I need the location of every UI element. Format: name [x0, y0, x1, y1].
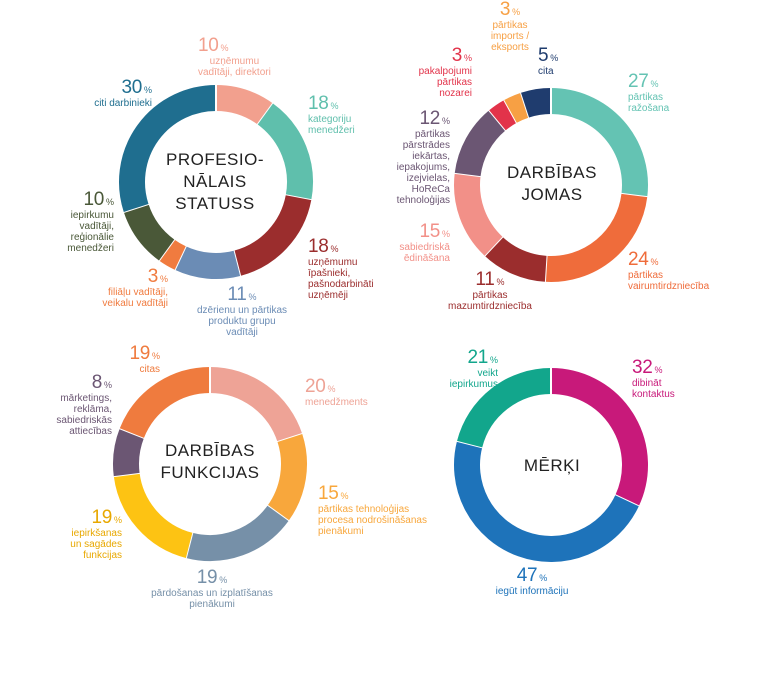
donut-2-slice-5 — [454, 110, 507, 177]
label-c3-s0: 20% menedžments — [305, 376, 368, 408]
donut-1-slice-5 — [158, 239, 187, 270]
label-c3-s3: 19% iepirkšanas un sagādes funkcijas — [70, 507, 122, 561]
donut-3-slice-3 — [185, 505, 289, 561]
donut-3-slice-1 — [209, 367, 303, 443]
label-c4-s2: 21% veikt iepirkumus — [449, 347, 498, 390]
label-c2-s0: 27% pārtikas ražošana — [628, 71, 670, 114]
chart-4-title: MĒRĶI — [523, 456, 581, 475]
donut-1-slice-2 — [257, 103, 313, 201]
donut-3-slice-5 — [113, 428, 145, 477]
donut-1-slice-7 — [119, 85, 217, 212]
donut-4-slice-1 — [550, 368, 648, 507]
donut-2-slice-8 — [521, 88, 552, 118]
label-c2-s7: 5% cita — [538, 45, 559, 77]
donut-2-slice-4 — [454, 172, 503, 256]
label-c2-s5: 3% pakalpojumi pārtikas nozarei — [418, 45, 472, 99]
chart-2-title: DARBĪBAS JOMAS — [507, 163, 597, 204]
label-c1-s4: 3% filiāļu vadītāji, veikalu vadītāji — [102, 266, 168, 309]
label-c2-s6: 3% pārtikas imports / eksports — [490, 0, 530, 53]
donut-2-slice-1 — [550, 88, 648, 198]
donut-2-slice-7 — [504, 92, 530, 123]
donut-4-slice-2 — [454, 440, 639, 562]
donut-4-slice-3 — [457, 368, 552, 448]
label-c2-s1: 24% pārtikas vairumtirdzniecība — [628, 249, 710, 292]
donut-3-slice-4 — [113, 472, 193, 558]
donut-2-slice-3 — [484, 236, 548, 282]
label-c1-s0: 10% uzņēmumu vadītāji, direktori — [198, 35, 271, 78]
donut-2-slice-6 — [489, 99, 518, 131]
label-c4-s1: 47% iegūt informāciju — [495, 565, 569, 597]
label-c3-s2: 19% pārdošanas un izplatīšanas pienākumi — [151, 567, 273, 610]
chart-3-title: DARBĪBAS FUNKCIJAS — [160, 441, 260, 482]
donut-1-slice-4 — [174, 246, 241, 279]
label-c3-s4: 8% mārketings, reklāma, sabiedriskās att… — [56, 372, 112, 437]
label-c2-s2: 11% pārtikas mazumtirdzniecība — [448, 269, 532, 312]
label-c4-s0: 32% dibināt kontaktus — [632, 357, 675, 400]
donut-3-slice-6 — [119, 367, 211, 439]
donut-3-slice-2 — [267, 434, 307, 522]
label-c2-s3: 15% sabiedriskā ēdināšana — [399, 221, 450, 264]
label-c1-s2: 18% uzņēmumu īpašnieki, pašnodarbināti u… — [308, 236, 374, 301]
label-c1-s1: 18% kategoriju menedžeri — [308, 93, 355, 136]
chart-1-title: PROFESIO- NĀLAIS STATUSS — [165, 150, 264, 213]
donut-1-slice-1 — [215, 85, 274, 125]
donut-2-slice-2 — [544, 193, 648, 282]
label-c3-s1: 15% pārtikas tehnoloģijas procesa nodroš… — [318, 483, 427, 537]
label-c1-s5: 10% iepirkumu vadītāji, reģionālie mened… — [67, 189, 114, 254]
label-c1-s6: 30% citi darbinieki — [94, 77, 152, 109]
donut-1-slice-6 — [123, 203, 175, 261]
donut-1-slice-3 — [233, 194, 312, 276]
label-c1-s3: 11% dzērienu un pārtikas produktu grupu … — [196, 284, 288, 338]
donut-1-separator-4 — [173, 244, 188, 272]
label-c3-s5: 19% citas — [129, 343, 160, 375]
label-c2-s4: 12% pārtikas pārstrādes iekārtas, iepako… — [396, 108, 450, 206]
